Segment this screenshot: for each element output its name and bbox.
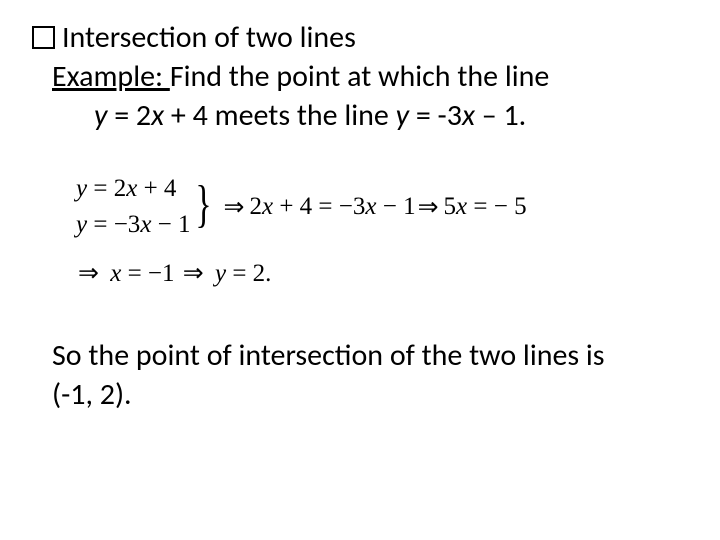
step-2: 5x = − 5 (444, 193, 527, 221)
var-x: x (456, 193, 467, 220)
heading-line: Intersection of two lines (32, 18, 684, 57)
equation-1: y = 2x + 4 (76, 171, 191, 207)
var-x: x (365, 193, 376, 220)
eq-text: = 2. (226, 260, 271, 287)
var-x: x (126, 175, 137, 202)
example-label: Example: (52, 58, 170, 95)
step-4: y = 2. (215, 260, 271, 287)
derivation-row-1: y = 2x + 4 y = −3x − 1 } ⇒ 2x + 4 = −3x … (76, 171, 684, 244)
step-3: x = −1 (110, 260, 181, 287)
implies-icon: ⇒ (418, 192, 439, 222)
eq-text: − 1 (376, 193, 415, 220)
eq-text: 5 (444, 193, 457, 220)
derivation-row-2: ⇒ x = −1 ⇒ y = 2. (76, 258, 684, 288)
conclusion-line-1: So the point of intersection of the two … (52, 336, 684, 375)
eq-text: − 1 (151, 211, 190, 238)
eq-text: + 4 = −3 (273, 193, 365, 220)
var-x: x (262, 193, 273, 220)
equation-2: y = −3x − 1 (76, 207, 191, 243)
checkbox-bullet-icon (32, 26, 55, 49)
var-x: x (110, 260, 121, 287)
implies-icon: ⇒ (78, 260, 99, 287)
eq-text: – 1. (475, 97, 526, 134)
implies-icon: ⇒ (183, 260, 204, 287)
eq-text: = − 5 (467, 193, 526, 220)
implies-icon: ⇒ (224, 192, 245, 222)
step-1: 2x + 4 = −3x − 1 (249, 193, 415, 221)
var-y: y (76, 175, 87, 202)
var-x: x (140, 211, 151, 238)
conclusion: So the point of intersection of the two … (52, 336, 684, 414)
var-y: y (76, 211, 87, 238)
derivation-block: y = 2x + 4 y = −3x − 1 } ⇒ 2x + 4 = −3x … (76, 171, 684, 288)
var-y: y (396, 97, 409, 134)
eq-text: = −1 (121, 260, 174, 287)
brace-group: y = 2x + 4 y = −3x − 1 } (76, 171, 222, 244)
example-prompt: Find the point at which the line (170, 58, 550, 95)
example-equations: y = 2x + 4 meets the line y = -3x – 1. (94, 96, 684, 135)
eq-text: = -3 (409, 97, 462, 134)
right-brace-icon: } (195, 179, 211, 231)
conclusion-line-2: (-1, 2). (52, 375, 684, 414)
eq-text: = 2 (87, 175, 126, 202)
eq-text: = 2 (107, 97, 151, 134)
example-line: Example: Find the point at which the lin… (52, 57, 684, 96)
var-y: y (215, 260, 226, 287)
eq-text: = −3 (87, 211, 140, 238)
eq-text: + 4 meets the line (164, 97, 395, 134)
var-x: x (151, 97, 164, 134)
var-x: x (462, 97, 475, 134)
eq-text: + 4 (137, 175, 176, 202)
slide: Intersection of two lines Example: Find … (0, 0, 720, 540)
var-y: y (94, 97, 107, 134)
eq-text: 2 (249, 193, 262, 220)
equation-stack: y = 2x + 4 y = −3x − 1 (76, 171, 191, 244)
heading-title: Intersection of two lines (62, 19, 356, 56)
